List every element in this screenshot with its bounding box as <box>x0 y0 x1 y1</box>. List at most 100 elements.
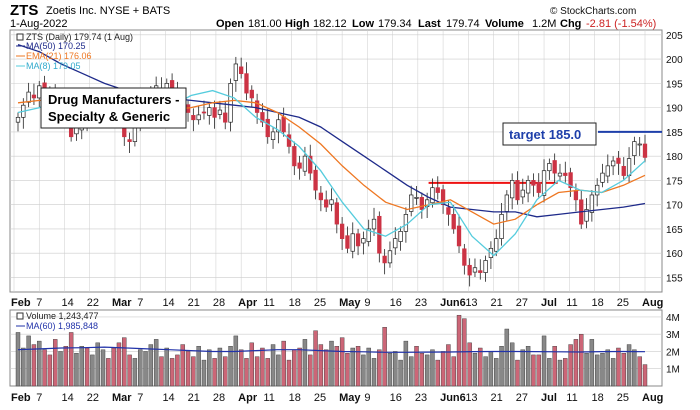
date-tick-label: 18 <box>592 297 604 309</box>
candle-body <box>318 192 324 201</box>
candle-body <box>456 225 462 247</box>
volume-bar <box>403 340 409 387</box>
date-tick-label: May <box>339 297 361 309</box>
price-tick-label: 195 <box>666 79 683 90</box>
candle-body <box>31 94 37 99</box>
volume-bar <box>520 349 525 387</box>
volume-bar <box>180 344 185 387</box>
volume-bar <box>223 356 228 387</box>
volume-bar <box>430 349 435 387</box>
candle-body <box>270 131 276 141</box>
target-annotation-label: target 185.0 <box>509 127 581 142</box>
date-tick-label: 14 <box>61 297 73 309</box>
volume-bar <box>47 354 53 387</box>
date-label: 1-Aug-2022 <box>10 18 68 30</box>
volume-bar <box>329 340 334 387</box>
candle-body <box>525 180 531 194</box>
volume-tick-label: 1M <box>666 365 680 376</box>
candle-body <box>610 160 616 167</box>
date-tick-label: 21 <box>491 392 503 404</box>
candle-body <box>212 107 217 118</box>
candle-body <box>324 199 329 208</box>
date-tick-label: 23 <box>415 297 427 309</box>
volume-bar <box>281 340 286 387</box>
candle-body <box>387 250 393 264</box>
date-axis-top: Feb 7 14 22 Mar 7 14 21 28 Apr 11 18 25 May 9 16 23 Jun6 1… <box>11 297 663 309</box>
volume-bar <box>21 347 26 387</box>
volume-bar <box>536 354 541 387</box>
candle-body <box>632 141 637 157</box>
volume-bars <box>15 314 648 387</box>
volume-bar <box>308 354 313 387</box>
volume-value: 1.2M <box>532 18 556 30</box>
volume-bar <box>387 352 393 387</box>
volume-bar <box>446 344 451 387</box>
date-tick-label: Jun6 <box>440 297 466 309</box>
date-tick-label: 7 <box>36 392 42 404</box>
candle-body <box>334 202 339 225</box>
price-tick-label: 170 <box>666 201 683 212</box>
candle-body <box>339 223 345 239</box>
candle-body <box>467 264 472 276</box>
price-panel <box>9 29 663 293</box>
volume-bar <box>557 359 563 387</box>
volume-bar <box>483 356 488 387</box>
candle-body <box>515 180 520 201</box>
candle-body <box>382 255 387 264</box>
candle-body <box>504 194 509 212</box>
candlesticks <box>15 56 648 287</box>
volume-bar <box>323 349 329 387</box>
volume-bar <box>584 352 589 387</box>
volume-bar <box>435 359 440 387</box>
volume-bar <box>79 346 84 387</box>
date-axis-bottom: Feb 7 14 22 Mar 7 14 21 28 Apr 11 18 25 May 9 16 23 Jun6 1… <box>11 392 663 404</box>
candle-body <box>196 114 201 121</box>
candle-body <box>228 83 233 123</box>
candle-body <box>308 155 313 174</box>
volume-tick-label: 2M <box>666 347 680 358</box>
date-tick-label: 25 <box>617 297 629 309</box>
date-tick-label: Mar <box>112 297 132 309</box>
date-tick-label: 16 <box>390 297 402 309</box>
candle-body <box>297 162 302 169</box>
volume-bar <box>185 351 191 387</box>
volume-bar <box>196 346 201 387</box>
volume-bar <box>42 349 47 387</box>
volume-bar <box>409 356 414 387</box>
date-tick-label: Aug <box>642 297 663 309</box>
volume-bar <box>509 342 515 387</box>
candle-body <box>605 165 610 177</box>
date-tick-label: 21 <box>491 297 503 309</box>
candle-body <box>201 111 207 114</box>
candle-body <box>244 73 249 94</box>
chg-value: -2.81 (-1.54%) <box>586 18 656 30</box>
date-tick-label: 23 <box>415 392 427 404</box>
volume-bar <box>58 351 63 387</box>
candle-body <box>451 214 456 230</box>
volume-bar <box>212 358 217 387</box>
volume-bar <box>440 351 446 387</box>
price-tick-label: 180 <box>666 152 683 163</box>
volume-bar <box>90 354 95 387</box>
legend-swatch-volume <box>16 312 24 320</box>
candle-body <box>478 270 483 273</box>
date-tick-label: 21 <box>188 297 200 309</box>
date-tick-label: Mar <box>112 392 132 404</box>
volume-bar <box>207 349 212 387</box>
date-tick-label: Jun6 <box>440 392 466 404</box>
volume-bar <box>37 340 42 387</box>
volume-bar <box>382 327 387 387</box>
volume-bar <box>111 347 116 387</box>
volume-bar <box>361 354 366 387</box>
volume-bar <box>169 358 175 387</box>
last-label: Last <box>418 18 441 30</box>
date-tick-label: 11 <box>566 297 577 309</box>
date-tick-label: 22 <box>87 392 99 404</box>
volume-bar <box>568 344 573 387</box>
volume-bar <box>260 347 265 387</box>
candle-body <box>510 180 515 199</box>
candle-body <box>207 107 212 116</box>
candle-body <box>355 233 361 247</box>
date-tick-label: 9 <box>364 297 370 309</box>
volume-bar <box>132 358 138 387</box>
